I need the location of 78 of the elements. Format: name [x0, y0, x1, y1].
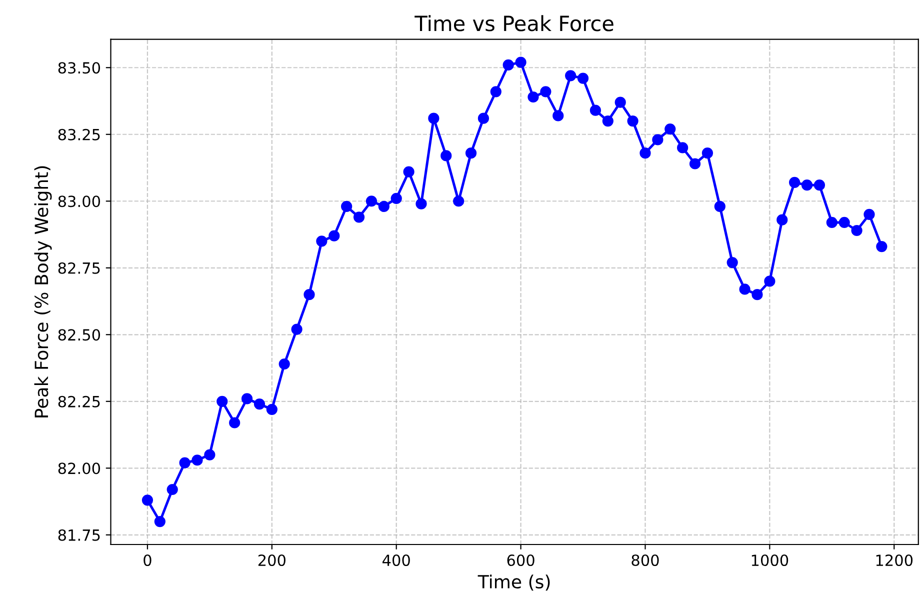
point	[652, 134, 664, 146]
point	[814, 180, 826, 191]
point	[465, 148, 477, 159]
point	[640, 148, 651, 159]
point	[838, 216, 850, 228]
point	[614, 96, 626, 108]
y-tick-label: 82.25	[58, 396, 100, 408]
point	[142, 494, 154, 506]
point	[689, 158, 701, 170]
point	[577, 72, 589, 84]
point	[416, 198, 427, 210]
point	[739, 284, 750, 295]
point	[478, 112, 490, 124]
y-tick-label: 81.75	[58, 529, 100, 541]
point	[403, 166, 414, 178]
point	[428, 112, 440, 124]
y-tick-label: 82.75	[58, 262, 100, 274]
point	[677, 142, 688, 154]
point	[328, 230, 340, 242]
point	[440, 150, 452, 162]
point	[540, 86, 552, 98]
point	[752, 289, 763, 300]
point	[366, 196, 378, 207]
point	[490, 86, 502, 98]
y-axis-title: Peak Force (% Body Weight)	[34, 166, 52, 418]
point	[502, 59, 514, 71]
point	[229, 417, 240, 428]
point	[565, 70, 576, 82]
point	[590, 104, 602, 116]
x-tick-label: 600	[507, 554, 534, 566]
x-tick-label: 200	[258, 554, 286, 566]
x-tick-label: 0	[144, 554, 152, 566]
point	[353, 212, 365, 223]
point	[702, 148, 714, 159]
chart-title: Time vs Peak Force	[414, 15, 614, 32]
x-tick-label: 800	[632, 554, 659, 566]
point	[204, 449, 216, 460]
point	[726, 256, 738, 268]
x-tick-label: 1000	[752, 554, 788, 566]
y-tick-label: 82.50	[58, 329, 100, 341]
point	[278, 358, 290, 370]
point	[291, 324, 302, 335]
point	[316, 236, 328, 247]
point	[304, 289, 315, 300]
point	[801, 180, 813, 191]
point	[627, 115, 638, 127]
point	[166, 484, 178, 496]
point	[851, 224, 862, 236]
point	[390, 192, 402, 204]
point	[254, 398, 266, 410]
point	[241, 393, 253, 404]
point	[528, 91, 539, 103]
point	[552, 110, 564, 122]
point	[826, 216, 838, 228]
point	[453, 196, 464, 207]
point	[876, 240, 888, 252]
x-tick-label: 400	[382, 554, 410, 566]
point	[341, 200, 352, 212]
y-tick-label: 83.50	[58, 62, 100, 74]
point	[266, 404, 278, 415]
point	[714, 200, 726, 212]
point	[192, 454, 203, 466]
y-tick-label: 83.00	[58, 196, 100, 208]
x-axis-title: Time (s)	[478, 574, 550, 591]
point	[179, 457, 190, 468]
x-tick-label: 1200	[876, 554, 913, 566]
point	[864, 208, 875, 220]
point	[515, 56, 526, 68]
point	[664, 123, 676, 135]
point	[154, 516, 166, 528]
y-tick-label: 83.25	[58, 128, 100, 140]
point	[776, 214, 788, 226]
point	[789, 176, 800, 188]
point	[602, 115, 614, 127]
y-tick-label: 82.00	[58, 462, 100, 474]
point	[216, 396, 228, 407]
point	[764, 276, 776, 287]
point	[378, 200, 390, 212]
